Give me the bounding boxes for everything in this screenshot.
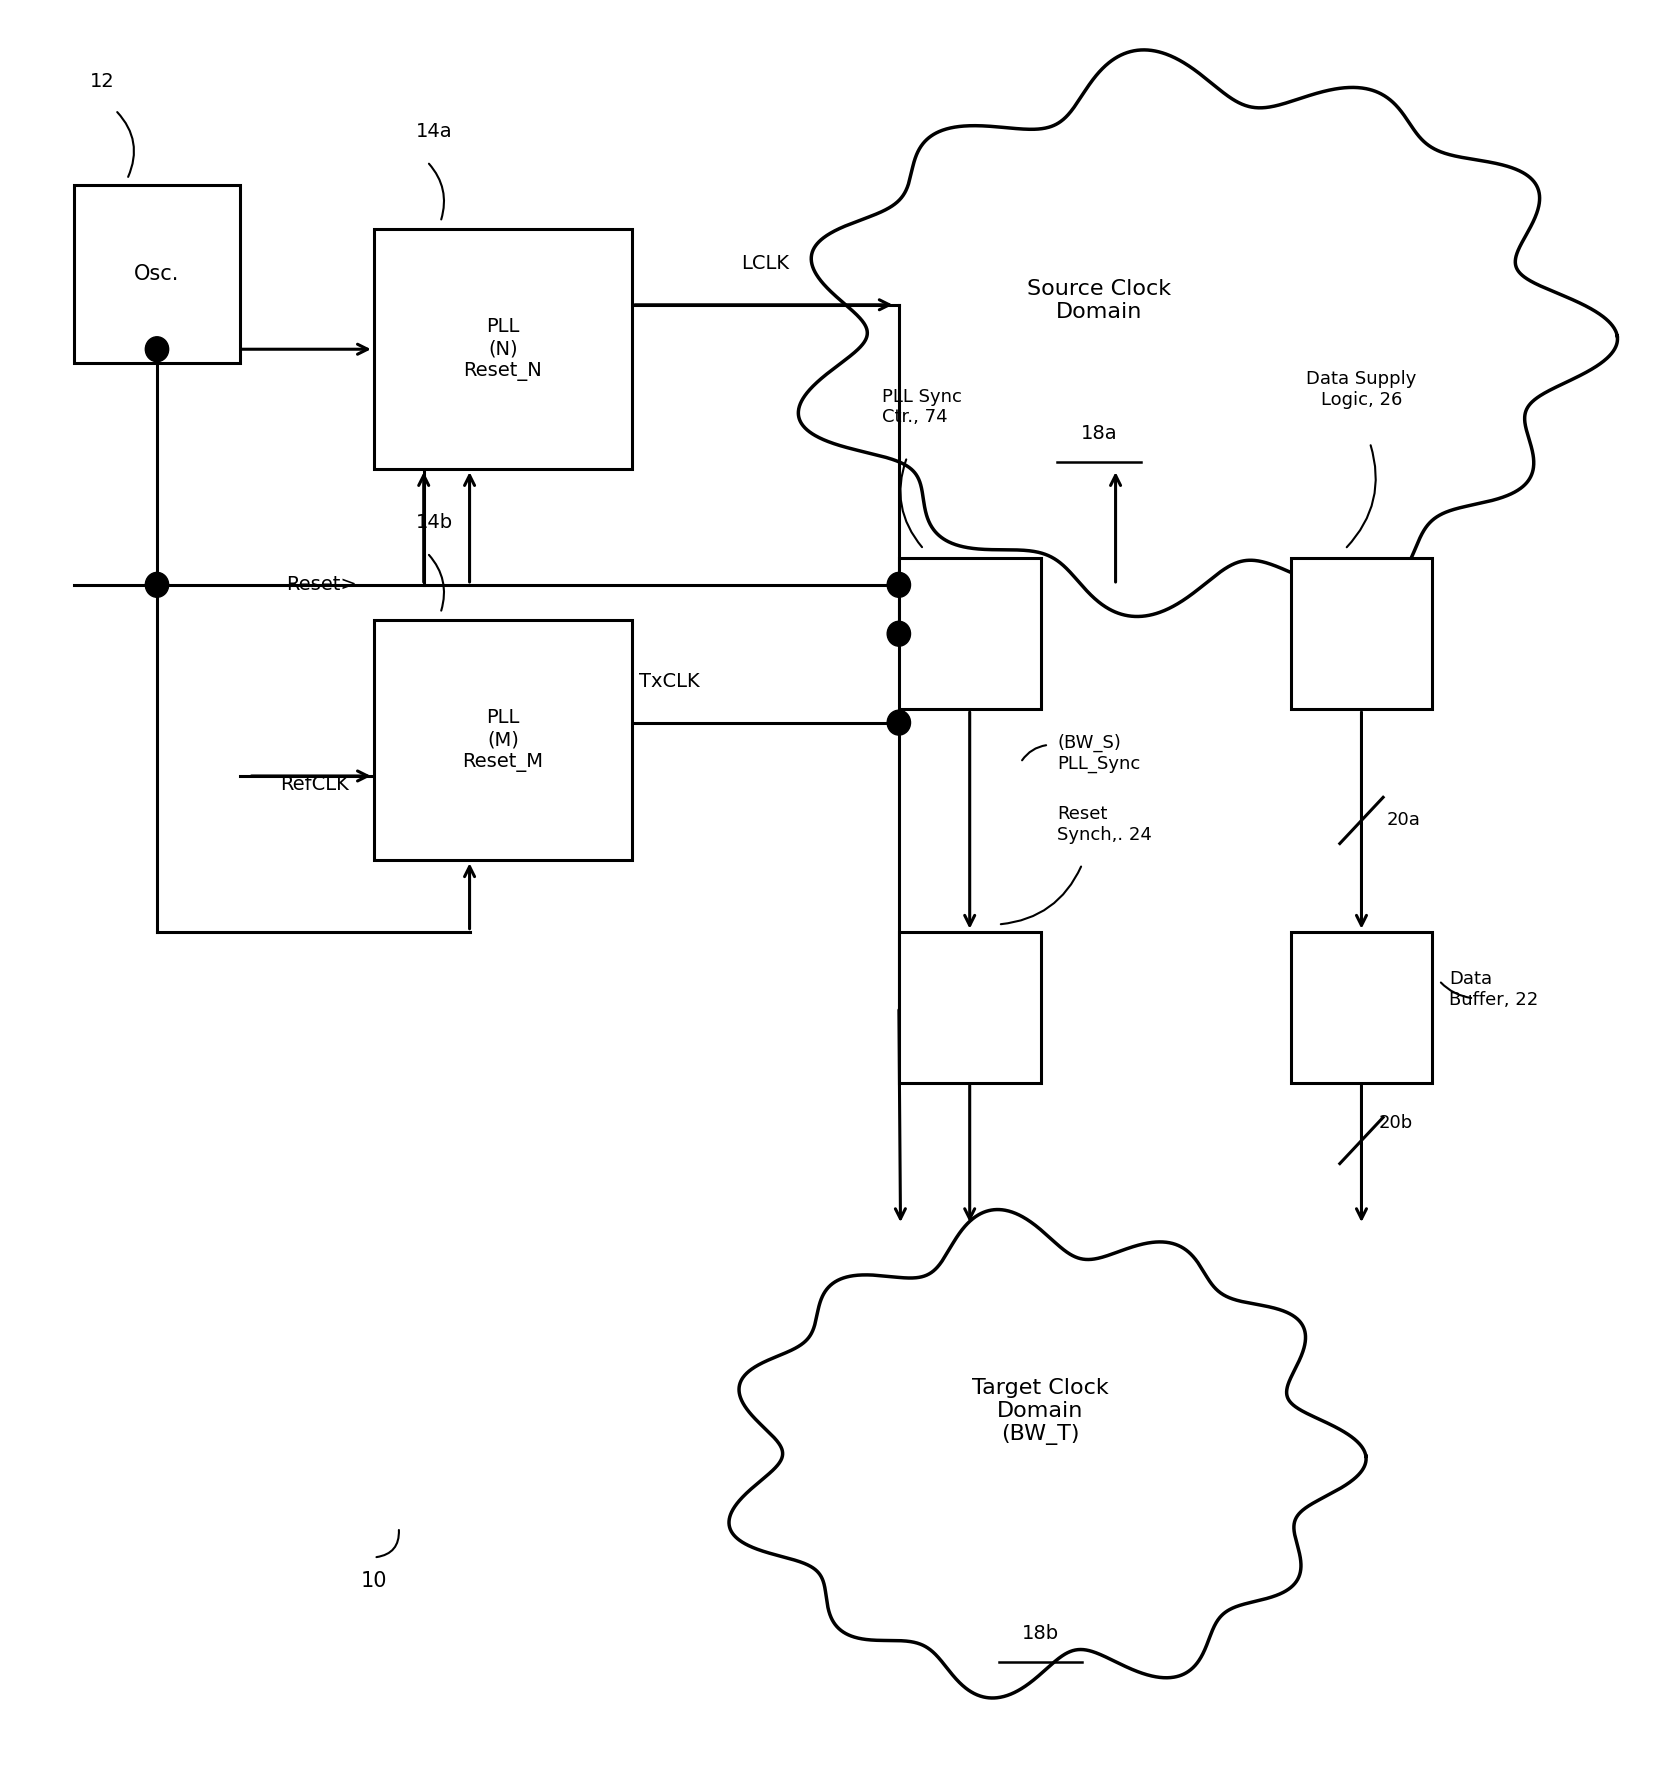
Text: LCLK: LCLK [741, 254, 790, 272]
Circle shape [887, 710, 911, 735]
Text: Reset>: Reset> [286, 575, 356, 595]
Text: 20a: 20a [1386, 812, 1420, 830]
Bar [1290, 557, 1431, 710]
Text: PLL Sync
Ctr., 74: PLL Sync Ctr., 74 [882, 387, 961, 426]
Text: 10: 10 [360, 1570, 386, 1591]
Bar [1290, 932, 1431, 1082]
Text: 12: 12 [91, 72, 114, 91]
Text: Source Clock
Domain: Source Clock Domain [1026, 280, 1171, 323]
Bar [373, 620, 632, 860]
Bar [899, 557, 1040, 710]
Text: PLL
(M)
Reset_M: PLL (M) Reset_M [462, 708, 543, 772]
Circle shape [887, 622, 911, 647]
Text: (BW_S)
PLL_Sync: (BW_S) PLL_Sync [1057, 735, 1139, 774]
Text: Target Clock
Domain
(BW_T): Target Clock Domain (BW_T) [971, 1378, 1109, 1446]
Text: 14b: 14b [415, 513, 452, 532]
Text: 14a: 14a [415, 122, 452, 142]
Circle shape [144, 337, 168, 362]
Text: TxCLK: TxCLK [638, 672, 699, 690]
Text: 18b: 18b [1021, 1624, 1058, 1643]
Text: Osc.: Osc. [134, 263, 180, 283]
Bar [74, 185, 240, 362]
Text: 20b: 20b [1378, 1113, 1411, 1133]
Bar [899, 932, 1040, 1082]
Bar [373, 229, 632, 470]
Text: RefCLK: RefCLK [281, 776, 348, 794]
Text: PLL
(N)
Reset_N: PLL (N) Reset_N [464, 317, 543, 382]
Text: Data Supply
Logic, 26: Data Supply Logic, 26 [1305, 369, 1416, 409]
Circle shape [144, 572, 168, 597]
Text: 18a: 18a [1080, 425, 1117, 443]
Circle shape [887, 572, 911, 597]
Text: Reset
Synch,. 24: Reset Synch,. 24 [1057, 805, 1151, 844]
Text: Data
Buffer, 22: Data Buffer, 22 [1448, 969, 1537, 1009]
